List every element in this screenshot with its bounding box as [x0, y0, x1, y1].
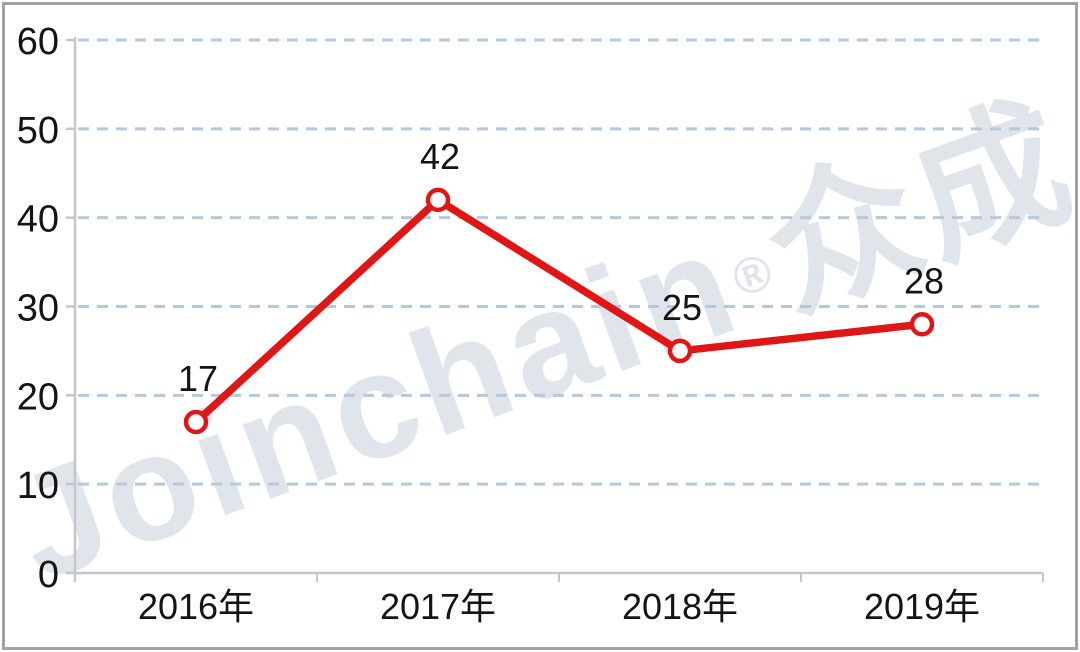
data-line: [192, 196, 926, 426]
x-tick-label-2019年: 2019年: [864, 586, 980, 627]
y-tick-label-20: 20: [17, 376, 59, 418]
data-point-2017年: [425, 187, 451, 213]
y-tick-label-60: 60: [17, 21, 59, 63]
y-tick-label-30: 30: [17, 288, 59, 330]
y-tick-label-10: 10: [17, 465, 59, 507]
x-tick-label-2017年: 2017年: [380, 586, 496, 627]
y-tick-label-0: 0: [38, 554, 59, 596]
data-label-2018年: 25: [662, 287, 702, 328]
data-point-2019年: [909, 312, 935, 337]
y-tick-label-50: 50: [17, 110, 59, 152]
data-label-2016年: 17: [178, 358, 218, 399]
data-point-2016年: [183, 409, 209, 435]
data-label-2017年: 42: [420, 136, 460, 177]
data-label-2019年: 28: [904, 260, 944, 301]
data-point-2018年: [667, 338, 693, 364]
x-tick-label-2018年: 2018年: [622, 586, 738, 627]
x-tick-label-2016年: 2016年: [138, 586, 254, 627]
y-tick-label-40: 40: [17, 199, 59, 241]
